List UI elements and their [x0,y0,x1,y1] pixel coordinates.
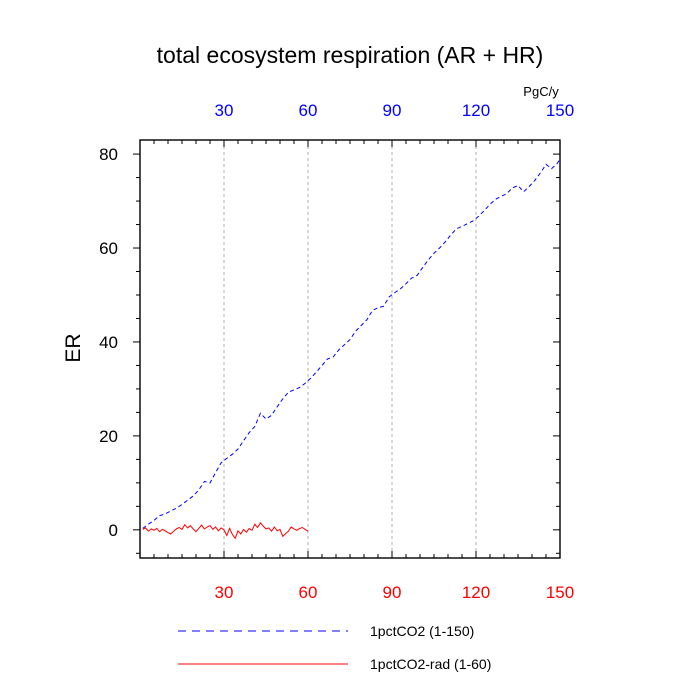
y-axis-label: ER [62,333,85,362]
y-tick-label: 40 [99,333,118,352]
legend: 1pctCO2 (1-150) 1pctCO2-rad (1-60) [178,623,491,672]
gridlines [223,140,477,558]
series-line-1 [142,158,561,529]
y-tick-label: 60 [99,239,118,258]
x-tick-label-top: 150 [546,101,574,120]
y-tick-label: 80 [99,145,118,164]
series-layer [142,158,561,540]
plot-frame [139,139,561,559]
x-tick-label-bottom: 60 [299,583,318,602]
y-tick-label: 20 [99,427,118,446]
y-tick-label: 0 [109,521,118,540]
x-tick-label-bottom: 30 [215,583,234,602]
legend-label-1: 1pctCO2 (1-150) [370,623,474,639]
units-label: PgC/y [523,84,559,99]
chart-title: total ecosystem respiration (AR + HR) [157,42,544,68]
x-tick-label-bottom: 120 [462,583,490,602]
x-tick-label-top: 120 [462,101,490,120]
x-tick-label-bottom: 150 [546,583,574,602]
x-tick-label-top: 30 [215,101,234,120]
legend-label-2: 1pctCO2-rad (1-60) [370,656,491,672]
series-line-2 [142,521,309,540]
axes-ticks: 30 30 60 60 90 90 120 120 150 150 0 20 40 60 80 [99,101,574,602]
x-tick-label-bottom: 90 [383,583,402,602]
x-tick-label-top: 60 [299,101,318,120]
x-tick-label-top: 90 [383,101,402,120]
